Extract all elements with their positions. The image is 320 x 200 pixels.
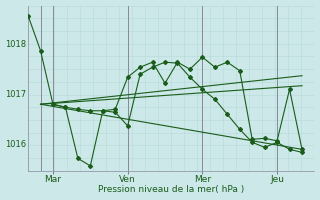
X-axis label: Pression niveau de la mer( hPa ): Pression niveau de la mer( hPa ) (98, 185, 244, 194)
